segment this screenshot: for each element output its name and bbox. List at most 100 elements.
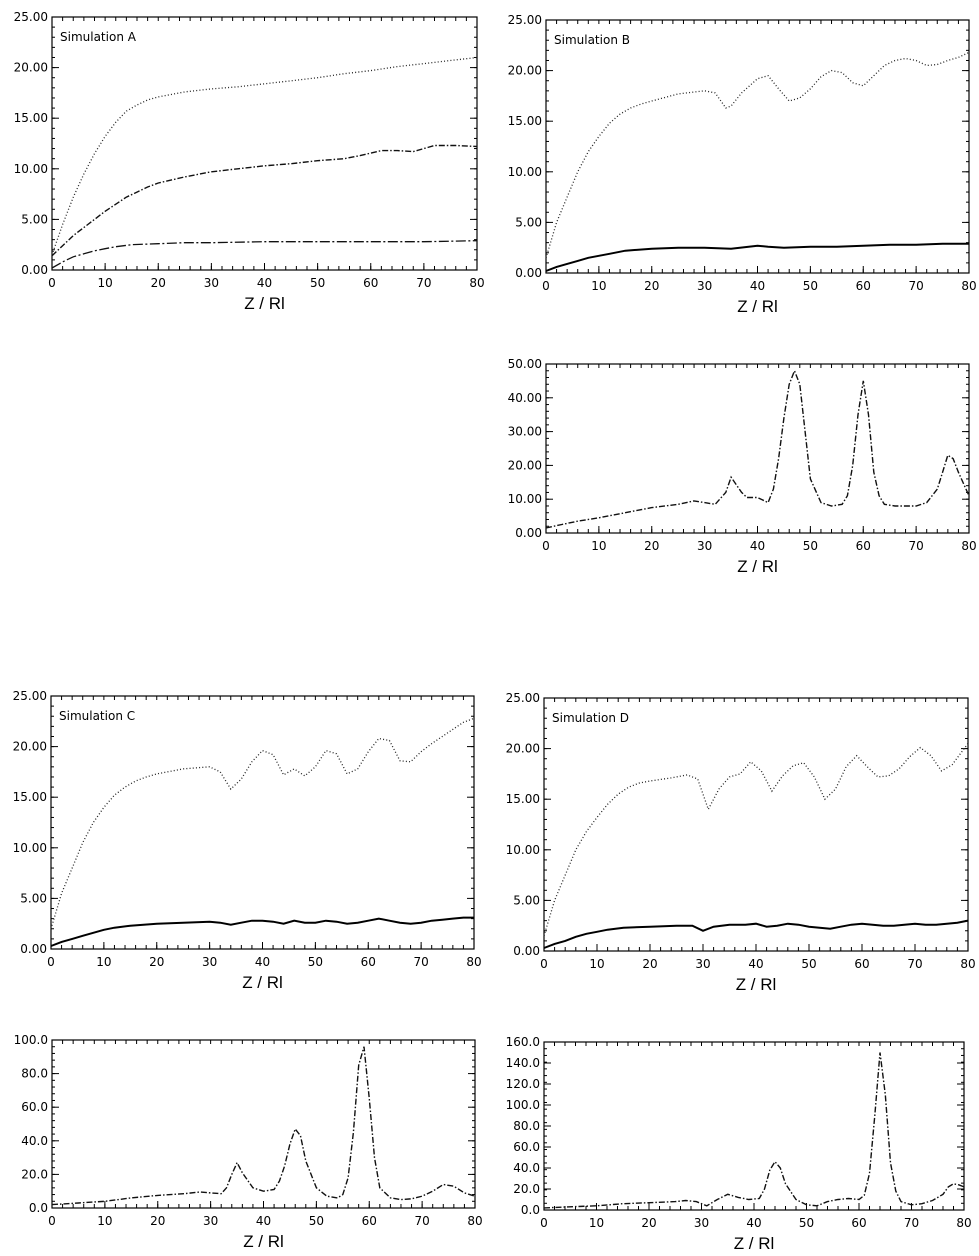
y-tick-label: 10.00 (508, 165, 542, 179)
x-tick-label: 20 (644, 279, 659, 293)
y-tick-label: 0.0 (29, 1201, 48, 1215)
y-tick-label: 0.00 (20, 942, 47, 956)
x-tick-label: 10 (97, 1214, 112, 1228)
x-tick-label: 10 (591, 539, 606, 553)
y-tick-label: 80.0 (21, 1067, 48, 1081)
x-tick-label: 40 (746, 1216, 761, 1230)
series-line-dashdot (545, 368, 970, 529)
plot-frame (51, 16, 478, 271)
x-tick-label: 70 (904, 1216, 919, 1230)
y-tick-label: 20.00 (508, 458, 542, 472)
x-tick-label: 40 (255, 955, 270, 969)
series-line-solid (545, 242, 969, 272)
x-tick-label: 60 (854, 957, 869, 971)
plot-frame (543, 1041, 965, 1211)
plot-frame (543, 697, 969, 952)
series-line-dotted (545, 51, 970, 258)
y-tick-label: 20.00 (14, 61, 48, 75)
y-tick-label: 15.00 (14, 111, 48, 125)
x-axis-title: Z / Rl (734, 1234, 775, 1253)
x-tick-label: 0 (48, 276, 56, 290)
x-tick-label: 30 (697, 279, 712, 293)
y-tick-label: 20.00 (13, 740, 47, 754)
x-tick-label: 50 (801, 957, 816, 971)
chart-panel-sim-b-top: 0 10 20 30 40 50 60 70 80 0.00 5.00 10.00 15.00 20.00… (508, 13, 977, 316)
y-tick-label: 15.00 (508, 114, 542, 128)
series-line-dotted (51, 56, 478, 256)
chart-panel-sim-d-bottom: 0 10 20 30 40 50 60 70 80 0.0 20.0 40.0 60.0 80.0 100.… (506, 1035, 972, 1253)
y-tick-label: 0.00 (513, 944, 540, 958)
x-tick-label: 60 (362, 1214, 377, 1228)
panel-title: Simulation D (552, 711, 629, 725)
x-tick-label: 10 (97, 276, 112, 290)
x-tick-label: 10 (589, 1216, 604, 1230)
x-tick-label: 40 (750, 279, 765, 293)
series-line-dashdot (51, 1046, 476, 1206)
x-tick-label: 40 (256, 1214, 271, 1228)
y-tick-label: 50.00 (508, 357, 542, 371)
panel-title: Simulation C (59, 709, 135, 723)
x-tick-label: 60 (363, 276, 378, 290)
y-tick-label: 5.00 (20, 891, 47, 905)
y-tick-label: 30.00 (508, 425, 542, 439)
x-tick-label: 30 (203, 1214, 218, 1228)
y-tick-label: 25.00 (506, 691, 540, 705)
x-tick-label: 30 (202, 955, 217, 969)
x-tick-label: 20 (641, 1216, 656, 1230)
x-tick-label: 30 (694, 1216, 709, 1230)
y-tick-label: 25.00 (14, 10, 48, 24)
chart-panel-sim-a: 0 10 20 30 40 50 60 70 80 0.00 5.00 10.00 15.00 20.00… (14, 10, 485, 313)
series-line-longdash (51, 240, 478, 269)
panel-title: Simulation A (60, 30, 137, 44)
chart-panel-sim-d-top: 0 10 20 30 40 50 60 70 80 0.00 5.00 10.00 15.00 20.00… (506, 691, 976, 994)
panel-title: Simulation B (554, 33, 630, 47)
x-tick-label: 0 (542, 279, 550, 293)
y-tick-label: 5.00 (513, 893, 540, 907)
y-tick-label: 10.00 (14, 162, 48, 176)
y-tick-label: 40.0 (21, 1134, 48, 1148)
y-tick-label: 10.00 (506, 843, 540, 857)
x-tick-label: 10 (589, 957, 604, 971)
series-line-dotted (50, 717, 475, 929)
x-tick-label: 60 (856, 539, 871, 553)
x-tick-label: 0 (540, 1216, 548, 1230)
series-line-solid (50, 916, 474, 947)
y-tick-label: 15.00 (13, 790, 47, 804)
series-line-dashdot (543, 1052, 965, 1209)
x-tick-label: 50 (309, 1214, 324, 1228)
x-tick-label: 50 (803, 539, 818, 553)
x-tick-label: 50 (799, 1216, 814, 1230)
y-tick-label: 20.00 (508, 64, 542, 78)
x-tick-label: 80 (960, 957, 975, 971)
plot-frame (50, 695, 475, 950)
series-line-solid (543, 919, 969, 949)
x-tick-label: 70 (416, 276, 431, 290)
x-tick-label: 20 (642, 957, 657, 971)
x-tick-label: 0 (47, 955, 55, 969)
x-tick-label: 50 (310, 276, 325, 290)
x-tick-label: 60 (361, 955, 376, 969)
y-tick-label: 120.0 (506, 1077, 540, 1091)
x-tick-label: 40 (750, 539, 765, 553)
x-tick-label: 80 (466, 955, 481, 969)
y-tick-label: 140.0 (506, 1056, 540, 1070)
y-tick-label: 60.0 (21, 1100, 48, 1114)
y-tick-label: 160.0 (506, 1035, 540, 1049)
x-tick-label: 60 (851, 1216, 866, 1230)
x-tick-label: 50 (803, 279, 818, 293)
x-axis-title: Z / Rl (737, 297, 778, 316)
x-tick-label: 40 (257, 276, 272, 290)
y-tick-label: 25.00 (508, 13, 542, 27)
y-tick-label: 25.00 (13, 689, 47, 703)
x-tick-label: 20 (151, 276, 166, 290)
x-tick-label: 80 (961, 279, 976, 293)
x-tick-label: 20 (149, 955, 164, 969)
y-tick-label: 100.0 (14, 1033, 48, 1047)
y-tick-label: 20.0 (21, 1167, 48, 1181)
y-tick-label: 0.00 (515, 526, 542, 540)
x-axis-title: Z / Rl (243, 1232, 284, 1251)
x-tick-label: 70 (413, 955, 428, 969)
plot-frame (545, 363, 970, 534)
chart-panel-sim-c-bottom: 0 10 20 30 40 50 60 70 80 0.0 20.0 40.0 60.0 80.0 100.… (14, 1033, 483, 1251)
